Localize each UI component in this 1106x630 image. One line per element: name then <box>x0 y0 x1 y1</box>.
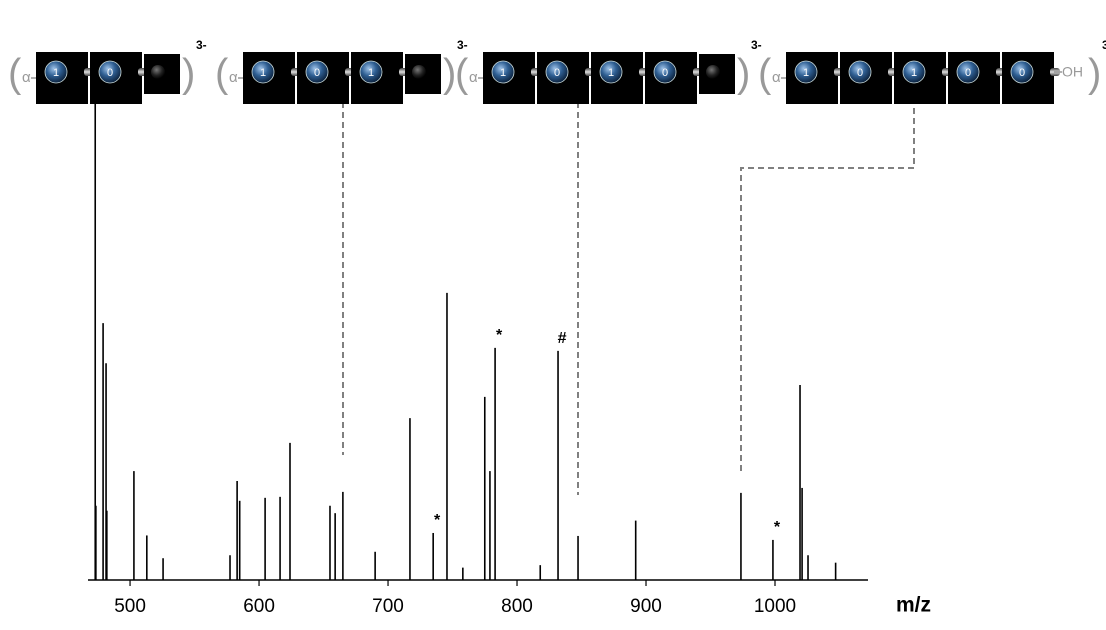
structure: (α 1 0 1 0)3- <box>455 38 762 104</box>
unit-ball <box>545 60 569 84</box>
end-ball <box>706 65 720 79</box>
unit-ball <box>599 60 623 84</box>
bracket: ) <box>182 52 195 96</box>
connector <box>740 98 915 472</box>
bracket: ( <box>455 52 469 96</box>
unit-label: 1 <box>803 67 809 79</box>
structure-prefix: α <box>469 69 478 86</box>
unit-ball <box>491 60 515 84</box>
peak-annotation: * <box>774 519 781 536</box>
unit-label: 0 <box>107 67 113 79</box>
x-axis-label: m/z <box>896 594 931 617</box>
structure-prefix: α <box>772 69 781 86</box>
unit-label: 0 <box>965 67 971 79</box>
unit-label: 1 <box>260 67 266 79</box>
unit-ball <box>902 60 926 84</box>
bracket: ) <box>1088 52 1101 96</box>
unit-label: 1 <box>608 67 614 79</box>
structure: (α 1 0 1)3- <box>215 38 468 104</box>
end-ball <box>151 65 165 79</box>
structure: (α 1 0 1 0 0 OH)3- <box>758 38 1106 104</box>
unit-ball <box>98 60 122 84</box>
x-tick-label: 900 <box>630 596 662 617</box>
x-tick-label: 700 <box>372 596 404 617</box>
unit-ball <box>653 60 677 84</box>
unit-ball <box>359 60 383 84</box>
unit-ball <box>1010 60 1034 84</box>
unit-ball <box>956 60 980 84</box>
unit-ball <box>251 60 275 84</box>
unit-label: 0 <box>1019 67 1025 79</box>
structure-charge: 3- <box>1102 38 1106 52</box>
peak-annotation: * <box>434 512 441 529</box>
unit-label: 0 <box>554 67 560 79</box>
unit-ball <box>44 60 68 84</box>
structure-prefix: α <box>229 69 238 86</box>
structure-charge: 3- <box>457 38 468 52</box>
bracket: ) <box>737 52 750 96</box>
x-tick-label: 800 <box>501 596 533 617</box>
end-ball <box>412 65 426 79</box>
structure-charge: 3- <box>196 38 207 52</box>
x-tick-label: 500 <box>114 596 146 617</box>
unit-label: 0 <box>857 67 863 79</box>
structure: (α 1 0)3- <box>8 38 207 104</box>
peak-annotation: # <box>558 330 567 347</box>
unit-label: 1 <box>911 67 917 79</box>
unit-ball <box>305 60 329 84</box>
structure-charge: 3- <box>751 38 762 52</box>
structure-prefix: α <box>22 69 31 86</box>
unit-ball <box>794 60 818 84</box>
x-tick-label: 600 <box>243 596 275 617</box>
bracket: ( <box>215 52 229 96</box>
unit-label: 1 <box>500 67 506 79</box>
unit-ball <box>848 60 872 84</box>
bracket: ( <box>8 52 22 96</box>
bracket: ( <box>758 52 772 96</box>
peak-annotation: * <box>496 327 503 344</box>
x-tick-label: 1000 <box>754 596 796 617</box>
unit-label: 1 <box>53 67 59 79</box>
unit-label: 0 <box>662 67 668 79</box>
structure-suffix: OH <box>1062 64 1083 80</box>
unit-label: 0 <box>314 67 320 79</box>
unit-label: 1 <box>368 67 374 79</box>
bracket: ) <box>443 52 456 96</box>
